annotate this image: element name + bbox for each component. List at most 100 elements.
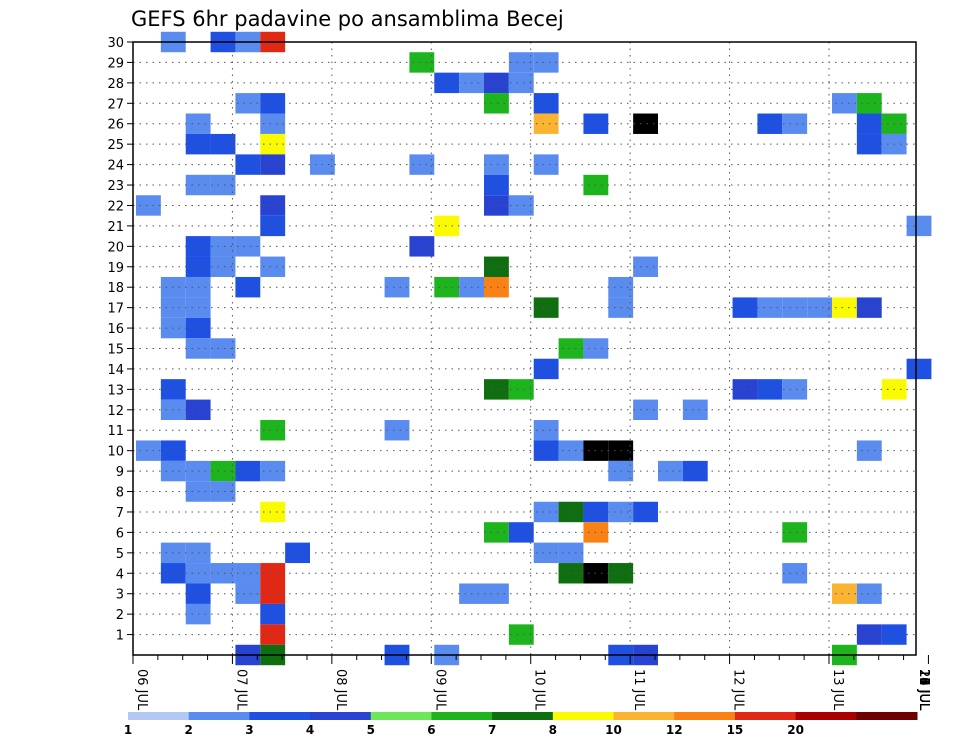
heatmap-cell <box>633 501 658 523</box>
colorbar-label: 15 <box>727 723 744 737</box>
heatmap-cell <box>484 256 509 277</box>
heatmap-cell <box>533 358 559 380</box>
y-tick-label: 3 <box>116 588 124 603</box>
y-tick-label: 21 <box>107 220 124 235</box>
colorbar-swatch <box>310 712 372 720</box>
x-tick-label: 20 JUL <box>916 669 931 711</box>
x-tick-label: 16 JUL <box>916 669 931 711</box>
heatmap-cell <box>558 563 584 584</box>
heatmap-cell <box>533 154 559 175</box>
heatmap-cell <box>682 399 708 421</box>
colorbar-label: 3 <box>245 723 253 737</box>
heatmap-cell <box>682 460 708 482</box>
heatmap-cell <box>260 460 286 482</box>
heatmap-cell <box>484 276 509 298</box>
colorbar-swatch <box>370 712 432 720</box>
y-tick-label: 22 <box>107 199 124 214</box>
heatmap-cell <box>136 440 161 461</box>
y-tick-label: 24 <box>107 159 124 174</box>
y-tick-label: 30 <box>107 36 124 51</box>
heatmap-cell <box>409 52 435 73</box>
x-tick-label: 11 JUL <box>631 669 646 711</box>
heatmap-cells <box>136 31 932 666</box>
heatmap-cell <box>210 174 236 196</box>
heatmap-cell <box>235 276 261 298</box>
heatmap-cell <box>558 338 584 359</box>
y-tick-label: 2 <box>116 608 124 623</box>
heatmap-cell <box>782 563 808 584</box>
heatmap-cell <box>260 501 286 523</box>
heatmap-cell <box>260 113 286 134</box>
heatmap-cell <box>558 501 584 523</box>
colorbar-swatch <box>128 712 190 720</box>
heatmap-cell <box>533 52 559 73</box>
heatmap-cell <box>210 481 236 502</box>
chart-title: GEFS 6hr padavine po ansamblima Becej <box>131 7 564 31</box>
y-tick-label: 23 <box>107 179 124 194</box>
heatmap-cell <box>832 297 857 318</box>
heatmap-cell <box>558 440 584 461</box>
heatmap-cell <box>533 113 559 134</box>
heatmap-cell <box>757 297 783 318</box>
heatmap-cell <box>807 297 832 318</box>
heatmap-cell <box>533 440 559 461</box>
heatmap-cell <box>260 563 286 584</box>
heatmap-cell <box>260 215 286 237</box>
y-tick-label: 14 <box>107 363 124 378</box>
x-tick-label: 10 JUL <box>532 669 547 711</box>
heatmap-cell <box>633 256 658 277</box>
heatmap-cell <box>533 501 559 523</box>
heatmap-cell <box>906 215 932 237</box>
heatmap-cell <box>658 460 683 482</box>
colorbar-label: 20 <box>787 723 804 737</box>
heatmap-cell <box>235 583 261 604</box>
heatmap-cell <box>384 420 410 441</box>
x-tick-label: 13 JUL <box>830 669 845 711</box>
heatmap-cell <box>260 93 286 114</box>
heatmap-cell <box>260 583 286 604</box>
heatmap-cell <box>260 420 286 441</box>
heatmap-cell <box>558 542 584 564</box>
y-tick-label: 12 <box>107 404 124 419</box>
colorbar-swatch <box>674 712 736 720</box>
heatmap-cell <box>533 420 559 441</box>
heatmap-cell <box>508 72 534 94</box>
heatmap-cell <box>633 113 658 134</box>
heatmap-cell <box>856 624 882 645</box>
heatmap-cell <box>210 338 236 359</box>
heatmap-cell <box>782 379 808 400</box>
heatmap-cell <box>484 195 509 216</box>
heatmap-cell <box>210 563 236 584</box>
y-tick-label: 9 <box>116 465 124 480</box>
heatmap-cell <box>235 236 261 257</box>
x-tick-label: 07 JUL <box>233 669 248 711</box>
y-axis: 1234567891011121314151617181920212223242… <box>107 36 133 644</box>
colorbar-swatch <box>613 712 675 720</box>
colorbar-label: 1 <box>124 723 132 737</box>
heatmap-cell <box>260 603 286 625</box>
heatmap-cell <box>484 154 509 175</box>
heatmap-cell <box>285 542 310 564</box>
y-tick-label: 15 <box>107 343 124 358</box>
x-tick-label: 21 JUL <box>916 669 931 711</box>
heatmap-cell <box>235 154 261 175</box>
heatmap-cell <box>856 583 882 604</box>
heatmap-cell <box>235 93 261 114</box>
heatmap-cell <box>434 72 460 94</box>
heatmap-cell <box>260 195 286 216</box>
heatmap-cell <box>856 297 882 318</box>
colorbar-label: 8 <box>549 723 557 737</box>
heatmap-cell <box>235 563 261 584</box>
colorbar-swatch <box>552 712 615 720</box>
y-tick-label: 29 <box>107 56 124 71</box>
heatmap-cell <box>856 93 882 114</box>
heatmap-cell <box>533 93 559 114</box>
heatmap-cell <box>484 583 509 604</box>
heatmap-cell <box>832 93 857 114</box>
heatmap-cell <box>409 236 435 257</box>
heatmap-cell <box>856 113 882 134</box>
heatmap-cell <box>384 276 410 298</box>
colorbar-label: 4 <box>306 723 314 737</box>
y-tick-label: 1 <box>116 629 124 644</box>
